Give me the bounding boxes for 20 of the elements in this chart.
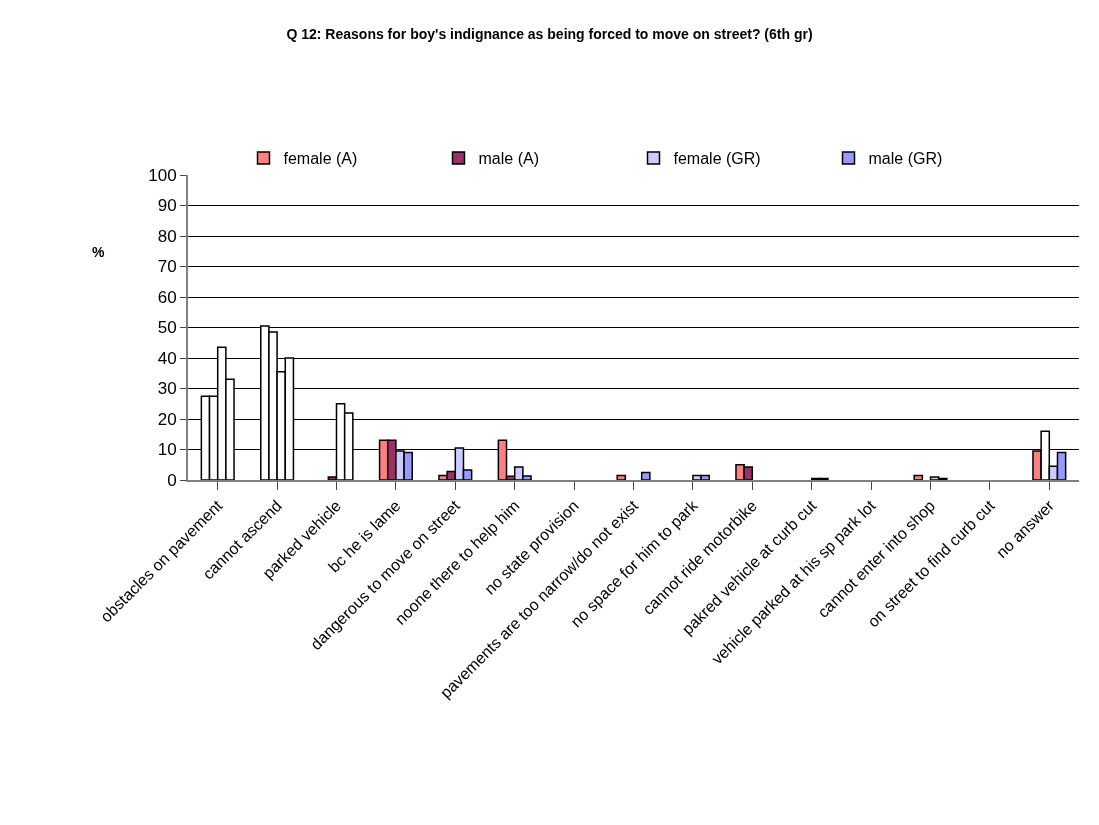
y-tick-label: 80 [157,226,177,246]
legend-label: male (A) [478,150,539,168]
y-tick-label: 100 [148,165,177,185]
chart-title: Q 12: Reasons for boy's indignance as being forced to move on street? (6th gr) [286,25,813,42]
bar [913,474,924,480]
y-tick-label: 40 [157,348,177,368]
y-tick-label: 60 [157,287,177,307]
y-tick-label: 20 [157,409,177,429]
bar [640,471,651,480]
y-tick-label: 10 [157,440,177,460]
bar [616,474,627,480]
y-tick-label: 0 [167,470,177,490]
y-tick-label: 50 [157,318,177,338]
legend-label: female (A) [283,150,358,168]
y-axis-title: % [92,244,105,260]
y-tick-label: 70 [157,257,177,277]
legend-label: female (GR) [673,150,761,168]
y-tick-label: 30 [157,379,177,399]
legend-label: male (GR) [868,150,943,168]
y-tick-label: 90 [157,196,177,216]
